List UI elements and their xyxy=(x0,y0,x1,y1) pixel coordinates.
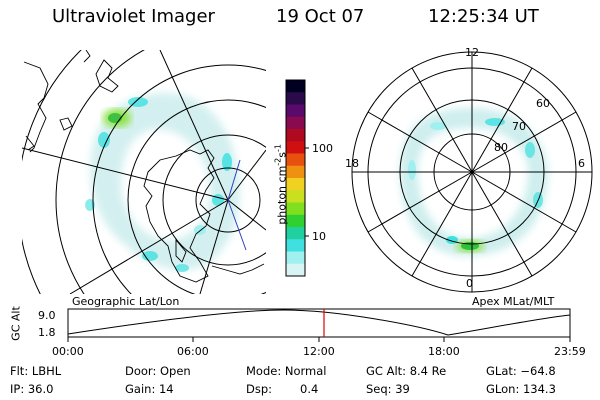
colorbar-cell xyxy=(286,104,305,118)
colorbar-cell xyxy=(286,153,305,167)
colorbar-cell xyxy=(286,92,305,105)
mlt-label-6: 6 xyxy=(578,157,585,170)
sequence-status: Seq: 39 xyxy=(366,382,410,396)
colorbar-cell xyxy=(286,202,305,216)
magnetic-pole-lines xyxy=(227,159,247,251)
colorbar-cell xyxy=(286,116,305,130)
colorbar-cell xyxy=(286,263,305,277)
dsp-value: 0.4 xyxy=(300,382,319,396)
gain-status: Gain: 14 xyxy=(125,382,174,396)
mlat-label-80: 80 xyxy=(494,141,508,154)
latitude-circles xyxy=(22,50,266,294)
observation-time: 12:25:34 UT xyxy=(428,6,539,27)
mlat-label-70: 70 xyxy=(512,120,526,133)
colorbar-cell xyxy=(286,129,305,142)
colorbar-cell xyxy=(286,227,305,240)
colorbar-cell xyxy=(286,178,305,191)
colorbar xyxy=(285,79,309,277)
mlt-label-0: 0 xyxy=(466,277,473,290)
time-tick-1200: 12:00 xyxy=(303,345,335,358)
dsp-label: Dsp: xyxy=(246,382,273,396)
geographic-caption: Geographic Lat/Lon xyxy=(72,295,180,308)
colorbar-cell xyxy=(286,190,305,203)
time-tick-0000: 00:00 xyxy=(52,345,84,358)
time-tick-0600: 06:00 xyxy=(177,345,209,358)
door-status: Door: Open xyxy=(125,364,191,378)
altitude-timeline xyxy=(67,308,571,342)
apex-caption: Apex MLat/MLT xyxy=(472,295,555,308)
ip-status: IP: 36.0 xyxy=(10,382,54,396)
colorbar-unit-label: photon cm-2s-1 xyxy=(273,144,289,225)
time-tick-1800: 18:00 xyxy=(428,345,460,358)
colorbar-cell xyxy=(286,251,305,265)
mode-status: Mode: Normal xyxy=(246,364,327,378)
apex-grid xyxy=(351,51,593,293)
observation-date: 19 Oct 07 xyxy=(276,6,365,27)
gc-alt-tick-max: 9.0 xyxy=(38,309,56,322)
mlat-label-60: 60 xyxy=(536,97,550,110)
longitude-lines xyxy=(22,50,266,294)
geographic-map xyxy=(22,50,266,294)
instrument-title: Ultraviolet Imager xyxy=(52,6,215,27)
gc-alt-tick-min: 1.8 xyxy=(38,326,56,339)
colorbar-cell xyxy=(286,165,305,179)
mlt-label-12: 12 xyxy=(465,46,479,59)
apex-map xyxy=(351,51,593,293)
filter-status: Flt: LBHL xyxy=(10,364,62,378)
coastlines xyxy=(23,50,265,283)
colorbar-cell xyxy=(286,80,305,93)
colorbar-cell xyxy=(286,141,305,154)
colorbar-tick-100: 100 xyxy=(312,142,333,155)
geo-latitude: GLat: −64.8 xyxy=(486,364,556,378)
gc-altitude-status: GC Alt: 8.4 Re xyxy=(366,364,447,378)
geo-longitude: GLon: 134.3 xyxy=(486,382,556,396)
mlt-label-18: 18 xyxy=(345,157,359,170)
time-tick-2359: 23:59 xyxy=(554,345,586,358)
gc-alt-axis-label: GC Alt xyxy=(9,306,23,341)
aurora-patches-left xyxy=(85,97,232,272)
colorbar-tick-10: 10 xyxy=(312,230,326,243)
colorbar-cell xyxy=(286,239,305,252)
colorbar-cell xyxy=(286,214,305,228)
